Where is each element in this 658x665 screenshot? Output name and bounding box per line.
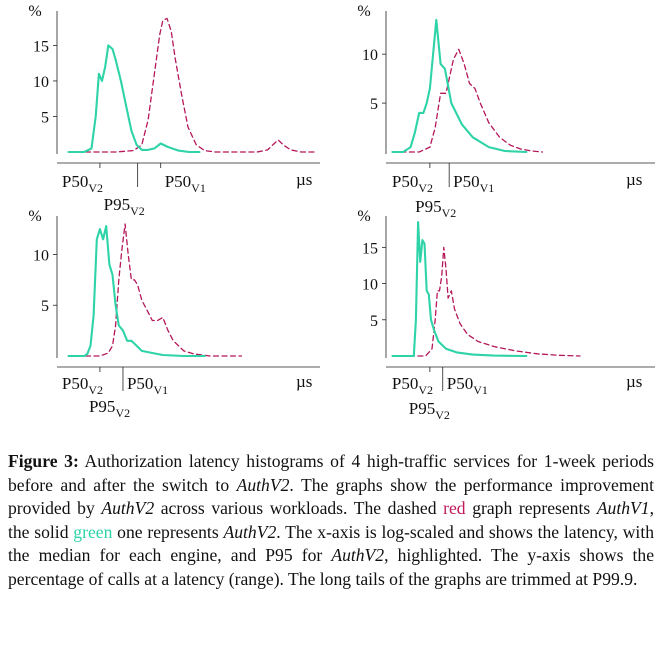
caption-text-7: . The x-axis is log-scaled and shows the…	[8, 521, 655, 566]
figure-caption: Figure 3: Authorization latency histogra…	[8, 450, 654, 592]
series-authv2-solid	[391, 220, 528, 358]
p50-v1-label: P50V1	[453, 172, 494, 195]
y-tick-label: 5	[370, 313, 378, 330]
y-tick-label: 5	[41, 298, 49, 315]
x-unit-label: µs	[296, 170, 312, 189]
x-unit-label: µs	[626, 372, 642, 391]
y-tick-label: 10	[362, 47, 378, 64]
y-unit-label: %	[357, 208, 370, 225]
p95-v2-label: P95V2	[415, 197, 456, 220]
y-tick-label: 15	[362, 240, 378, 257]
y-tick-label: 10	[33, 74, 49, 91]
p95-v2-label: P95V2	[409, 399, 450, 422]
y-unit-label: %	[28, 3, 41, 20]
x-unit-label: µs	[626, 170, 642, 189]
p95-v2-label: P95V2	[104, 195, 145, 218]
y-tick-label: 5	[370, 96, 378, 113]
caption-text-1: Authorization latency histograms of 4 hi…	[8, 451, 655, 495]
x-unit-label: µs	[296, 372, 312, 391]
p50-v2-label: P50V2	[62, 172, 103, 195]
p50-v2-label: P50V2	[392, 172, 433, 195]
caption-text-6: one represents	[112, 521, 224, 542]
series-authv1-dashed	[391, 246, 581, 357]
caption-green-word: green	[73, 521, 113, 542]
p95-v2-label: P95V2	[89, 397, 130, 420]
p50-v2-label: P50V2	[62, 374, 103, 397]
caption-label: Figure 3:	[8, 451, 79, 471]
y-tick-label: 10	[33, 247, 49, 264]
caption-text-2: . The graphs show the performance improv…	[8, 474, 654, 519]
y-tick-label: 5	[41, 109, 49, 126]
series-authv2-solid	[67, 225, 206, 358]
caption-em-1: AuthV2	[236, 474, 290, 495]
y-unit-label: %	[28, 208, 41, 225]
series-authv1-dashed	[67, 223, 243, 357]
y-tick-label: 15	[33, 38, 49, 55]
p50-v2-label: P50V2	[392, 374, 433, 397]
caption-text-3: across various workloads. The dashed	[154, 498, 444, 519]
caption-red-word: red	[443, 498, 466, 519]
caption-em-2: AuthV2	[101, 498, 155, 519]
series-authv1-dashed	[67, 17, 316, 153]
caption-em-4: AuthV2	[223, 521, 277, 542]
p50-v1-label: P50V1	[447, 374, 488, 397]
caption-em-5: AuthV2	[331, 545, 385, 566]
p50-v1-label: P50V1	[127, 374, 168, 397]
caption-text-8: , highlighted. The y-axis shows the perc…	[8, 545, 655, 589]
caption-text-5: , the solid	[8, 498, 654, 542]
series-authv1-dashed	[391, 48, 544, 153]
series-authv2-solid	[391, 18, 528, 154]
p50-v1-label: P50V1	[165, 172, 206, 195]
caption-em-3: AuthV1	[596, 498, 650, 519]
y-unit-label: %	[357, 3, 370, 20]
caption-text-4: graph represents	[465, 498, 597, 519]
series-authv2-solid	[67, 44, 201, 154]
y-tick-label: 10	[362, 277, 378, 294]
